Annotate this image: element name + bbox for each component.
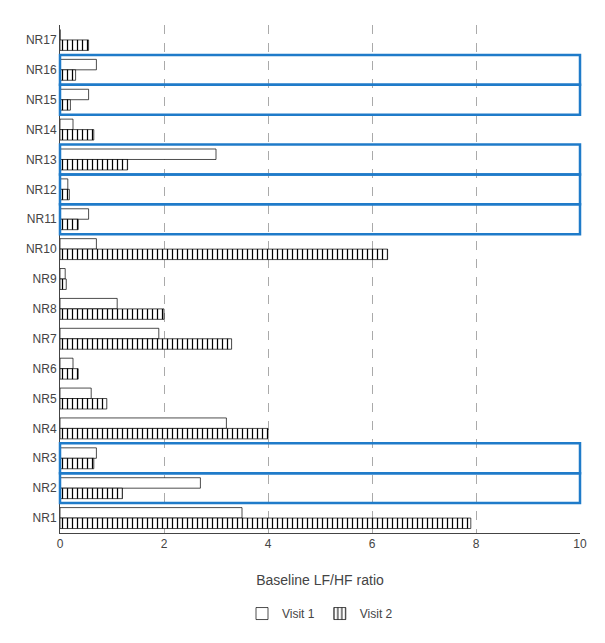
svg-text:NR6: NR6: [33, 362, 57, 376]
svg-text:NR5: NR5: [33, 392, 57, 406]
svg-text:0: 0: [57, 537, 64, 551]
svg-text:4: 4: [265, 537, 272, 551]
svg-text:NR4: NR4: [33, 422, 57, 436]
svg-text:NR8: NR8: [33, 302, 57, 316]
svg-text:NR1: NR1: [33, 511, 57, 525]
svg-text:NR14: NR14: [26, 123, 57, 137]
svg-text:8: 8: [473, 537, 480, 551]
svg-text:Visit 2: Visit 2: [360, 607, 393, 621]
svg-text:NR7: NR7: [33, 332, 57, 346]
svg-text:Baseline LF/HF ratio: Baseline LF/HF ratio: [256, 572, 384, 588]
svg-text:10: 10: [573, 537, 587, 551]
svg-text:NR2: NR2: [33, 481, 57, 495]
svg-text:NR10: NR10: [26, 242, 57, 256]
svg-text:NR11: NR11: [27, 212, 57, 226]
svg-text:NR12: NR12: [26, 183, 57, 197]
svg-text:NR17: NR17: [26, 33, 57, 47]
svg-text:NR9: NR9: [33, 272, 57, 286]
svg-text:NR3: NR3: [33, 451, 57, 465]
svg-text:6: 6: [369, 537, 376, 551]
svg-text:NR16: NR16: [26, 63, 57, 77]
svg-text:NR13: NR13: [26, 153, 57, 167]
svg-text:NR15: NR15: [26, 93, 57, 107]
svg-text:Visit 1: Visit 1: [282, 607, 315, 621]
svg-text:2: 2: [161, 537, 168, 551]
